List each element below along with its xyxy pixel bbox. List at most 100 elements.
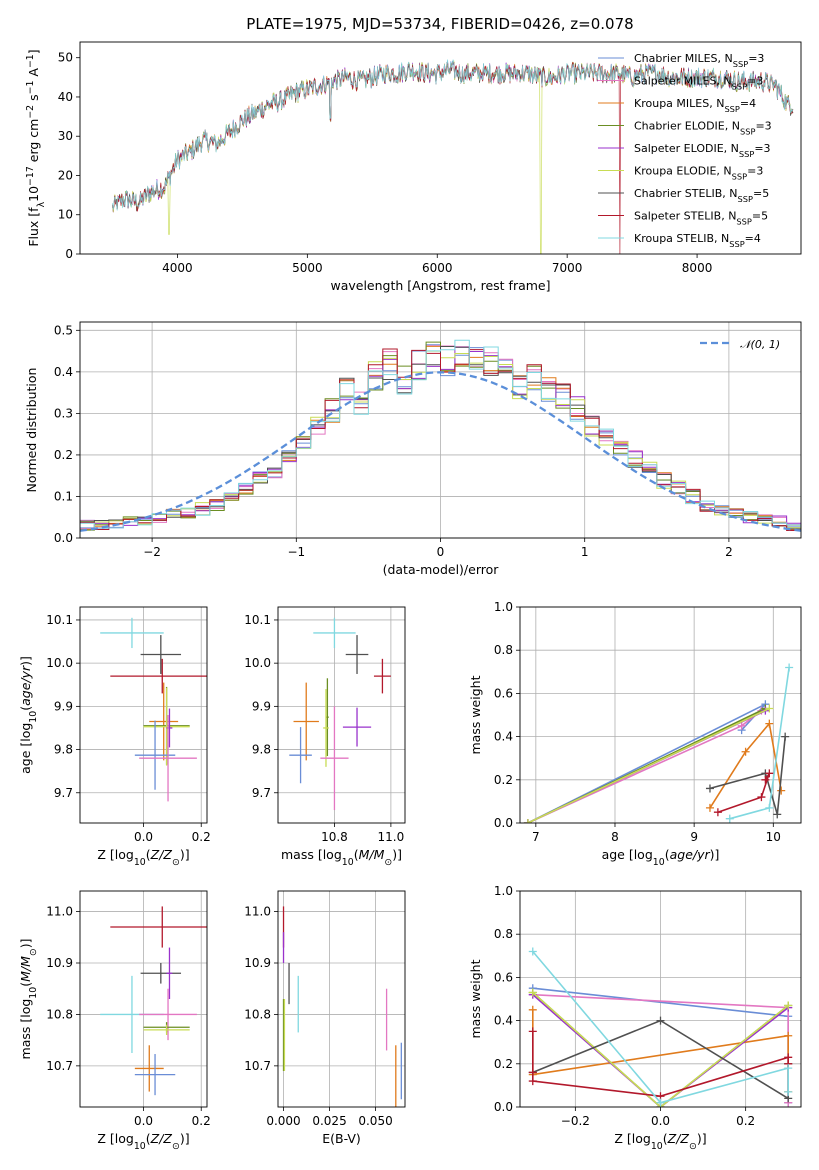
weight-marker: [784, 1001, 793, 1010]
axes-frame: [519, 890, 802, 1108]
figure-title: PLATE=1975, MJD=53734, FIBERID=0426, z=0…: [246, 15, 633, 33]
axes: 7 8 9 10 0.0 0.2 0.4 0.6 0.8 1.0 mass weight age [l…: [468, 600, 802, 868]
legend: Chabrier MILES, NSSP=3 Salpeter MILES, NS…: [598, 52, 772, 249]
y-tick-label: 10.1: [46, 613, 73, 627]
legend-entry: Chabrier ELODIE, NSSP=3: [634, 120, 772, 137]
grid: [520, 606, 801, 824]
panel-z-mass: 0.0 0.2 10.7 10.8 10.9 11.0 mass [log10(M/M⊙)]…: [18, 890, 211, 1152]
y-tick-label: 0.0: [494, 1100, 513, 1114]
axes-frame: [79, 890, 208, 1108]
y-tick-label: 0.8: [494, 643, 513, 657]
y-axis-label: Flux [fλ10−17 erg cm−2 s−1 A−1]: [25, 49, 47, 246]
y-tick-label: 0.4: [494, 730, 513, 744]
weight-marker: [741, 747, 750, 756]
plot-area: [528, 947, 793, 1107]
legend-entry: Kroupa ELODIE, NSSP=3: [634, 165, 763, 182]
panel-age-weight: 7 8 9 10 0.0 0.2 0.4 0.6 0.8 1.0 mass weight age [l…: [468, 600, 802, 868]
y-tick-label: 10.8: [244, 1007, 271, 1021]
y-tick-label: 0.4: [54, 365, 73, 379]
x-tick-label: 0.050: [358, 1114, 392, 1128]
weight-marker: [761, 775, 770, 784]
x-tick-label: 5000: [292, 261, 323, 275]
weight-marker: [713, 808, 722, 817]
plot-area: [523, 663, 794, 823]
legend-entry: Salpeter ELODIE, NSSP=3: [634, 142, 771, 159]
legend-entry: Salpeter STELIB, NSSP=5: [634, 210, 768, 227]
weight-series-line: [532, 994, 789, 1107]
x-tick-label: 7: [532, 830, 540, 844]
x-tick-label: 0.0: [651, 1114, 670, 1128]
y-tick-label: 50: [58, 51, 73, 65]
x-axis-label: (data-model)/error: [383, 562, 500, 577]
weight-marker: [765, 769, 774, 778]
y-tick-label: 10.7: [244, 1059, 271, 1073]
x-axis-label: Z [log10(Z/Z⊙)]: [614, 1131, 706, 1152]
weight-marker: [777, 786, 786, 795]
weight-series-line: [532, 950, 790, 1104]
plot-area: [289, 617, 391, 811]
plot-area: [100, 906, 207, 1096]
weight-series-line: [729, 667, 790, 820]
legend-entry: Chabrier STELIB, NSSP=5: [634, 187, 769, 204]
plot-area: [100, 617, 207, 802]
panel-z-age: 0.0 0.2 9.7 9.8 9.9 10.0 10.1 age [log10(age/yr…: [18, 606, 211, 868]
histogram-step: [80, 339, 801, 538]
x-tick-label: 10: [766, 830, 781, 844]
weight-series-line: [717, 772, 771, 813]
weight-marker: [785, 663, 794, 672]
axes-frame: [277, 606, 406, 824]
weight-marker: [528, 988, 537, 997]
y-tick-label: 9.8: [54, 743, 73, 757]
axes: 0.0 0.2 9.7 9.8 9.9 10.0 10.1 age [log10(age/yr…: [18, 606, 211, 868]
x-tick-label: −0.2: [561, 1114, 590, 1128]
y-tick-label: 10.1: [244, 613, 271, 627]
x-tick-label: 0.2: [192, 830, 211, 844]
panel-mass-age: 10.8 11.0 9.7 9.8 9.9 10.0 10.1 mass [log10(M/M…: [244, 606, 406, 868]
y-tick-label: 10.9: [244, 956, 271, 970]
y-axis-label: Normed distribution: [24, 368, 39, 493]
legend-entry: 𝒩(0, 1): [740, 338, 780, 351]
axes: −0.2 0.0 0.2 0.0 0.2 0.4 0.6 0.8 1.0 mass weight Z…: [468, 884, 802, 1152]
weight-marker: [784, 1087, 793, 1096]
axes-frame: [519, 606, 802, 824]
panel-residuals: −2 −1 0 1 2 0.0 0.1 0.2 0.3 0.4 0.5 Normed distribu…: [24, 321, 802, 577]
y-tick-label: 0.1: [54, 489, 73, 503]
panel-spectrum: 4000 5000 6000 7000 8000 0 10 20 30 40 50 Flux [fλ1…: [25, 41, 802, 293]
y-tick-label: 10.7: [46, 1059, 73, 1073]
weight-marker: [737, 721, 746, 730]
y-tick-label: 9.8: [252, 743, 271, 757]
y-tick-label: 0.6: [494, 970, 513, 984]
axes: 0.0 0.2 10.7 10.8 10.9 11.0 mass [log10(M/M⊙)]…: [18, 890, 211, 1152]
x-tick-label: 1: [581, 545, 589, 559]
legend-entry: Kroupa MILES, NSSP=4: [634, 97, 756, 114]
x-tick-label: 0.0: [134, 1114, 153, 1128]
y-tick-label: 10.0: [244, 656, 271, 670]
x-tick-label: 0.2: [192, 1114, 211, 1128]
y-tick-label: 0.0: [494, 816, 513, 830]
y-tick-label: 10.8: [46, 1007, 73, 1021]
y-tick-label: 11.0: [46, 905, 73, 919]
y-tick-label: 1.0: [494, 600, 513, 614]
weight-marker: [528, 947, 537, 956]
x-tick-label: 0: [437, 545, 445, 559]
y-tick-label: 10.9: [46, 956, 73, 970]
y-axis-label: age [log10(age/yr)]: [18, 656, 39, 774]
x-axis-label: Z [log10(Z/Z⊙)]: [97, 1131, 189, 1152]
axes: −2 −1 0 1 2 0.0 0.1 0.2 0.3 0.4 0.5 Normed distribu…: [24, 321, 802, 577]
x-tick-label: 8: [611, 830, 619, 844]
y-axis-label: mass weight: [468, 959, 483, 1038]
weight-marker: [773, 810, 782, 819]
y-axis-label: mass weight: [468, 675, 483, 754]
axes-frame: [79, 606, 208, 824]
axes: 4000 5000 6000 7000 8000 0 10 20 30 40 50 Flux [fλ1…: [25, 41, 802, 293]
weight-marker: [528, 1068, 537, 1077]
x-axis-label: age [log10(age/yr)]: [602, 847, 720, 868]
x-tick-label: −2: [143, 545, 161, 559]
y-tick-label: 9.7: [252, 786, 271, 800]
weight-marker: [765, 704, 774, 713]
weight-marker: [656, 1016, 665, 1025]
y-tick-label: 0.2: [494, 773, 513, 787]
x-tick-label: 0.025: [312, 1114, 346, 1128]
y-tick-label: 9.9: [252, 699, 271, 713]
